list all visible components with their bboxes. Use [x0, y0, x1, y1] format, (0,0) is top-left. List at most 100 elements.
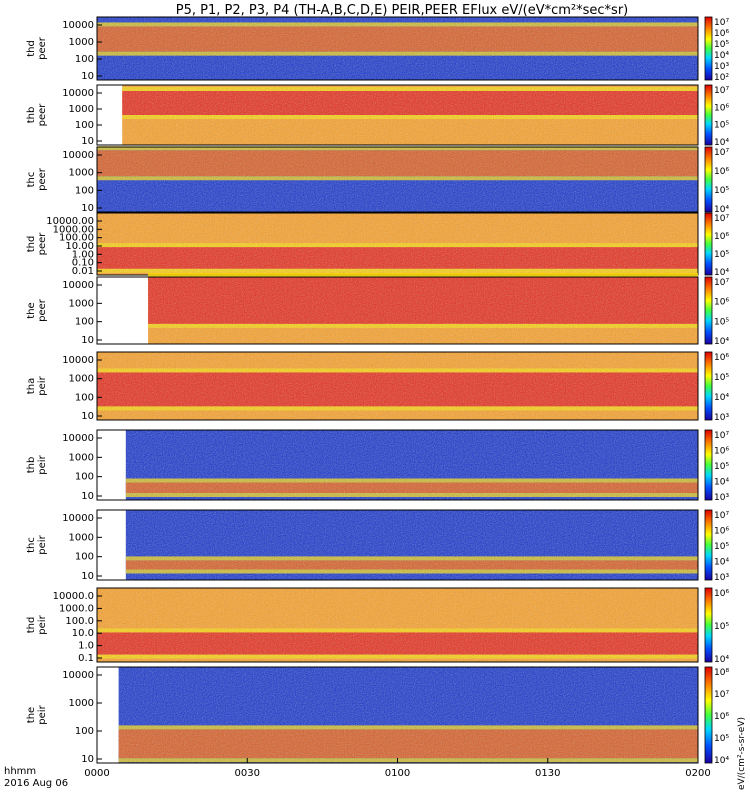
- y-tick-label: 10000.00: [46, 216, 94, 227]
- y-tick-label: 10000: [62, 355, 94, 366]
- colorbar: [704, 666, 713, 764]
- colorbar-tick-label: 10⁵: [714, 462, 729, 472]
- colorbar: [704, 16, 713, 81]
- colorbar-tick-label: 10⁵: [714, 373, 729, 383]
- y-tick-label: 0.01: [72, 266, 94, 277]
- plot-frame: [96, 276, 699, 345]
- y-tick-label: 10: [81, 491, 94, 502]
- panel-ylabel: the: [26, 707, 37, 723]
- panel-ylabel: thc: [26, 172, 37, 188]
- colorbar-tick-label: 10⁴: [714, 393, 729, 403]
- colorbar-tick-label: 10⁵: [714, 317, 729, 327]
- colorbar-tick-label: 10⁴: [714, 337, 729, 347]
- panel-thb-peir: thb peir 10 100 1000 10000 10³ 10⁴ 10⁵ 10⁶ 10⁷: [26, 429, 729, 503]
- y-tick-label: 100: [75, 120, 94, 131]
- y-tick-label: 1000: [69, 168, 94, 179]
- colorbar: [704, 276, 713, 345]
- colorbar-tick-label: 10⁷: [714, 86, 729, 96]
- spectrogram-band-edge: [148, 273, 698, 277]
- y-tick-label: 10000: [62, 150, 94, 161]
- colorbar: [704, 587, 713, 663]
- panel-ylabel: peer: [37, 232, 48, 256]
- panel-ylabel: thd: [26, 617, 37, 634]
- colorbar-tick-label: 10⁴: [714, 655, 729, 665]
- y-tick-label: 10: [81, 71, 94, 82]
- y-tick-label: 100.00: [59, 233, 94, 244]
- y-tick-label: 1000: [69, 37, 94, 48]
- y-tick-label: 10.0: [72, 628, 94, 639]
- x-label-date: 2016 Aug 06: [4, 778, 68, 789]
- colorbar-tick-label: 10⁴: [714, 478, 729, 488]
- y-tick-label: 1000.00: [53, 224, 94, 235]
- y-tick-label: 1000: [69, 374, 94, 385]
- colorbar-tick-label: 10⁵: [714, 121, 729, 131]
- colorbar-tick-label: 10⁴: [714, 138, 729, 148]
- plot-frame: [96, 84, 699, 146]
- colorbar-tick-label: 10⁸: [714, 668, 729, 678]
- panel-ylabel: peir: [37, 704, 48, 724]
- panel-ylabel: peer: [37, 103, 48, 127]
- panel-ylabel: thb: [26, 457, 37, 474]
- panel-thb-peer: thb peer 10 100 1000 10000 10⁴ 10⁵ 10⁶ 10⁷: [26, 84, 729, 148]
- y-tick-label: 100: [75, 54, 94, 65]
- y-tick-label: 10000: [62, 88, 94, 99]
- plot-frame: [96, 509, 699, 581]
- colorbar-tick-label: 10⁶: [714, 232, 729, 242]
- panel-ylabel: peir: [37, 375, 48, 395]
- panel-ylabel: the: [26, 302, 37, 318]
- colorbar-tick-label: 10⁴: [714, 51, 729, 61]
- colorbar-tick-label: 10⁷: [714, 214, 729, 224]
- y-tick-label: 1.0: [78, 641, 94, 652]
- colorbar-tick-label: 10⁶: [714, 29, 729, 39]
- colorbar-tick-label: 10⁴: [714, 268, 729, 278]
- panel-thc-peir: thc peir 10 100 1000 10000 10³ 10⁴ 10⁵ 10⁶ 10⁷: [26, 509, 729, 583]
- spectrogram-noise: [148, 277, 698, 344]
- panel-tha-peir: tha peir 10 100 1000 10000 10³ 10⁴ 10⁵ 10⁶: [26, 351, 729, 423]
- y-tick-label: 1000.0: [59, 603, 94, 614]
- y-tick-label: 10000: [62, 20, 94, 31]
- colorbar-tick-label: 10⁷: [714, 148, 729, 158]
- y-tick-label: 1000: [69, 298, 94, 309]
- colorbar-tick-label: 10³: [714, 573, 729, 583]
- colorbar-tick-label: 10⁷: [714, 18, 729, 28]
- y-tick-label: 100: [75, 392, 94, 403]
- y-tick-label: 10: [81, 571, 94, 582]
- y-tick-label: 10000: [62, 670, 94, 681]
- colorbar-tick-label: 10²: [714, 73, 729, 83]
- panel-ylabel: thd: [26, 40, 37, 57]
- colorbar-tick-label: 10⁶: [714, 353, 729, 363]
- y-tick-label: 10: [81, 411, 94, 422]
- colorbar-unit-label: eV/(cm²-s-sr-eV): [737, 717, 747, 790]
- colorbar-tick-label: 10⁷: [714, 511, 729, 521]
- colorbar-tick-label: 10⁶: [714, 103, 729, 113]
- x-tick-label: 0030: [235, 768, 260, 779]
- panel-ylabel: peer: [37, 167, 48, 191]
- y-tick-label: 10.00: [65, 241, 94, 252]
- y-tick-label: 0.1: [78, 653, 94, 664]
- plot-frame: [96, 429, 699, 501]
- y-tick-label: 10: [81, 754, 94, 765]
- y-tick-label: 1000: [69, 452, 94, 463]
- panel-the-peir: the peir 10 100 1000 10000 10⁴ 10⁵ 10⁶ 10⁷ 10⁸: [26, 666, 729, 766]
- y-tick-label: 0.10: [72, 258, 94, 269]
- y-tick-label: 10000: [62, 280, 94, 291]
- y-tick-label: 100: [75, 472, 94, 483]
- y-tick-label: 10000.0: [53, 591, 94, 602]
- colorbar-tick-label: 10⁵: [714, 542, 729, 552]
- colorbar-tick-label: 10⁵: [714, 622, 729, 632]
- spectrogram-noise: [125, 430, 698, 500]
- x-label-hhmm: hhmm: [4, 766, 36, 777]
- plot-frame: [96, 16, 699, 81]
- colorbar: [704, 351, 713, 421]
- colorbar-tick-label: 10⁵: [714, 186, 729, 196]
- panel-ylabel: peir: [37, 614, 48, 634]
- panel-ylabel: peer: [37, 298, 48, 322]
- panel-ylabel: thc: [26, 537, 37, 553]
- colorbar-tick-label: 10⁵: [714, 250, 729, 260]
- colorbar-tick-label: 10⁶: [714, 167, 729, 177]
- colorbar-tick-label: 10⁶: [714, 447, 729, 457]
- spectrogram-noise: [97, 588, 698, 662]
- y-tick-label: 100: [75, 185, 94, 196]
